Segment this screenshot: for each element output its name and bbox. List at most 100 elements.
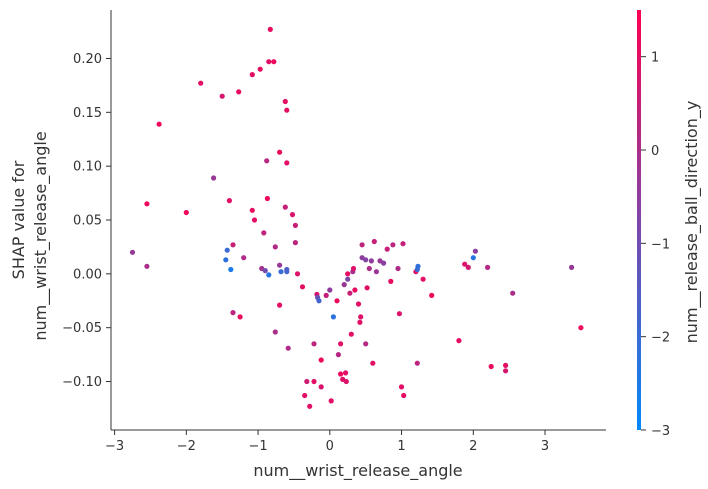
scatter-point <box>345 271 351 277</box>
scatter-point <box>144 263 150 269</box>
scatter-point <box>267 26 273 32</box>
scatter-point <box>278 269 284 275</box>
scatter-point <box>569 264 575 270</box>
scatter-point <box>384 246 390 252</box>
scatter-point <box>371 238 377 245</box>
x-tick-label: 2 <box>469 439 477 454</box>
scatter-point <box>456 338 462 344</box>
scatter-point <box>211 175 217 181</box>
scatter-point <box>370 360 376 366</box>
scatter-point <box>282 98 288 105</box>
scatter-point <box>226 198 232 204</box>
scatter-point <box>266 272 272 278</box>
y-tick-label: 0.00 <box>73 267 102 282</box>
scatter-point <box>398 384 405 390</box>
scatter-point <box>343 370 349 376</box>
scatter-point <box>328 398 334 404</box>
scatter-point <box>503 368 509 374</box>
scatter-point <box>363 341 369 347</box>
y-axis-ticks: 0.20 0.15 0.10 0.05 0.00 −0.05 −0.10 <box>62 52 111 390</box>
x-tick-label: 1 <box>397 439 405 454</box>
scatter-point <box>462 261 468 267</box>
scatter-point <box>510 290 516 296</box>
scatter-point <box>343 378 349 385</box>
scatter-point <box>144 201 150 207</box>
scatter-point <box>358 314 364 320</box>
scatter-point <box>224 247 230 253</box>
scatter-point <box>400 241 406 247</box>
scatter-point <box>264 158 270 164</box>
scatter-point <box>292 240 298 246</box>
scatter-point <box>266 59 272 65</box>
scatter-point <box>338 371 344 377</box>
scatter-point <box>364 285 370 291</box>
scatter-point <box>338 341 344 347</box>
scatter-point <box>578 325 584 331</box>
x-tick-label: 0 <box>326 439 334 454</box>
scatter-point <box>318 384 324 390</box>
scatter-points <box>129 26 584 409</box>
scatter-point <box>334 298 340 304</box>
scatter-point <box>307 403 313 409</box>
colorbar-tick-label: 0 <box>651 144 659 159</box>
scatter-point <box>272 329 278 335</box>
scatter-point <box>318 357 324 363</box>
y-tick-label: −0.05 <box>62 321 102 336</box>
scatter-point <box>363 257 369 263</box>
scatter-point <box>488 363 494 370</box>
scatter-point <box>219 93 225 99</box>
scatter-point <box>388 278 394 284</box>
scatter-point <box>264 195 270 202</box>
y-tick-label: −0.10 <box>62 375 102 390</box>
scatter-point <box>316 298 322 304</box>
scatter-point <box>323 292 329 298</box>
y-tick-label: 0.20 <box>73 52 102 67</box>
scatter-point <box>272 244 278 250</box>
y-tick-label: 0.10 <box>73 160 102 175</box>
scatter-point <box>292 222 298 228</box>
scatter-point <box>414 266 420 273</box>
scatter-point <box>359 242 365 248</box>
scatter-point <box>277 262 283 268</box>
scatter-point <box>230 242 236 248</box>
scatter-point <box>304 378 310 385</box>
scatter-point <box>230 310 236 316</box>
scatter-point <box>223 257 229 263</box>
scatter-point <box>355 301 362 307</box>
colorbar-tick-label: −1 <box>651 237 670 252</box>
scatter-point <box>345 276 351 282</box>
scatter-point <box>330 314 336 320</box>
scatter-point <box>284 160 290 166</box>
colorbar-tick-label: −3 <box>651 424 670 439</box>
scatter-point <box>357 319 363 325</box>
x-tick-label: 3 <box>541 439 549 454</box>
scatter-point <box>129 249 136 255</box>
scatter-point <box>401 392 407 399</box>
scatter-point <box>271 59 277 65</box>
scatter-point <box>285 345 291 351</box>
y-tick-label: 0.05 <box>73 214 102 229</box>
scatter-point <box>503 362 509 368</box>
scatter-point <box>311 341 317 347</box>
scatter-point <box>249 72 255 78</box>
scatter-point <box>261 230 267 236</box>
scatter-point <box>277 302 283 308</box>
colorbar-label: num__release_ball_direction_y <box>682 101 702 344</box>
x-axis-label: num__wrist_release_angle <box>253 461 462 481</box>
scatter-point <box>465 264 471 270</box>
x-tick-label: −3 <box>105 439 124 454</box>
scatter-point <box>302 392 308 399</box>
scatter-point <box>395 265 401 272</box>
scatter-point <box>262 268 268 274</box>
scatter-point <box>420 276 426 282</box>
scatter-point <box>350 265 357 272</box>
scatter-point <box>347 290 353 296</box>
scatter-point <box>485 264 491 270</box>
scatter-point <box>414 360 420 366</box>
scatter-point <box>390 242 396 248</box>
scatter-point <box>228 266 234 273</box>
scatter-point <box>284 107 290 113</box>
scatter-point <box>470 255 476 261</box>
x-tick-label: −2 <box>177 439 196 454</box>
